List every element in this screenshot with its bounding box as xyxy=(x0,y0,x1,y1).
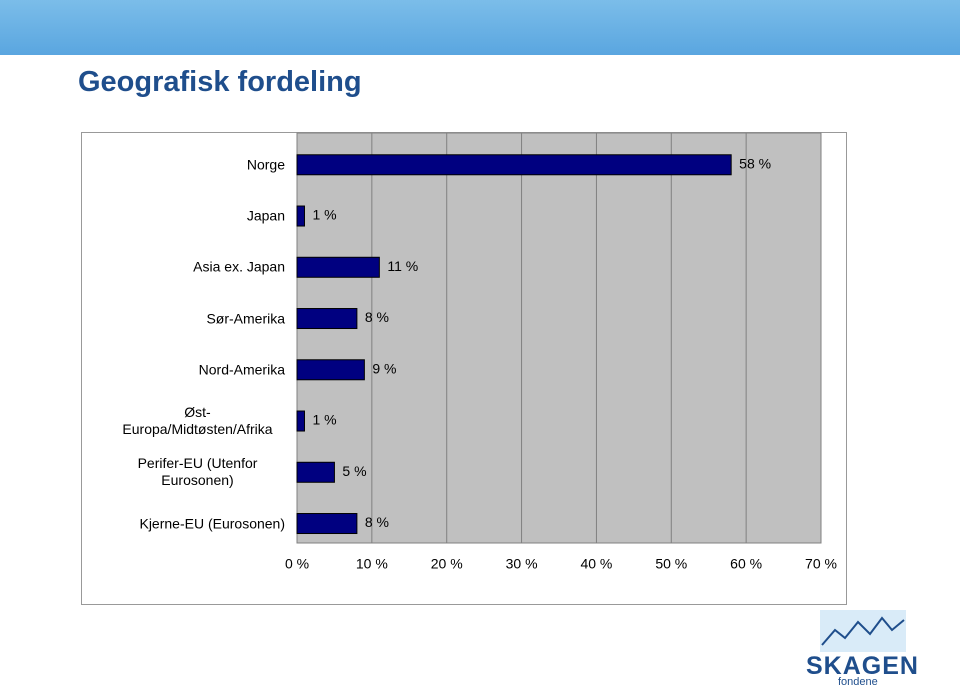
y-tick-label: Øst-Europa/Midtøsten/Afrika xyxy=(122,404,273,438)
value-label: 8 % xyxy=(365,514,389,530)
x-tick-label: 70 % xyxy=(805,556,837,572)
x-tick-label: 20 % xyxy=(431,556,463,572)
y-tick-label: Japan xyxy=(246,207,285,224)
value-label: 1 % xyxy=(312,207,336,223)
value-label: 5 % xyxy=(342,463,366,479)
y-tick-label: Perifer-EU (Utenfor Eurosonen) xyxy=(137,455,258,489)
x-tick-label: 10 % xyxy=(356,556,388,572)
y-tick-label: Norge xyxy=(246,156,285,173)
bar xyxy=(296,205,305,227)
value-label: 9 % xyxy=(372,360,396,376)
y-tick-label: Asia ex. Japan xyxy=(193,258,285,275)
slide-title: Geografisk fordeling xyxy=(78,66,362,98)
plot-area xyxy=(296,132,822,544)
bar xyxy=(296,359,365,381)
value-label: 1 % xyxy=(312,412,336,428)
logo-tagline: fondene xyxy=(838,676,878,688)
logo-name: SKAGEN xyxy=(806,652,919,680)
x-tick-label: 50 % xyxy=(655,556,687,572)
value-label: 11 % xyxy=(387,258,418,274)
x-tick-label: 60 % xyxy=(730,556,762,572)
x-tick-label: 30 % xyxy=(506,556,538,572)
y-tick-label: Nord-Amerika xyxy=(198,361,285,378)
y-tick-label: Kjerne-EU (Eurosonen) xyxy=(139,515,285,532)
bar xyxy=(296,513,358,535)
bar xyxy=(296,461,335,483)
x-tick-label: 0 % xyxy=(285,556,309,572)
y-tick-label: Sør-Amerika xyxy=(206,310,285,327)
bar xyxy=(296,410,305,432)
logo-icon xyxy=(820,610,906,652)
bar xyxy=(296,256,380,278)
x-tick-label: 40 % xyxy=(580,556,612,572)
value-label: 8 % xyxy=(365,309,389,325)
bar xyxy=(296,154,732,176)
header-band xyxy=(0,0,960,55)
value-label: 58 % xyxy=(739,155,771,171)
bar xyxy=(296,308,358,330)
